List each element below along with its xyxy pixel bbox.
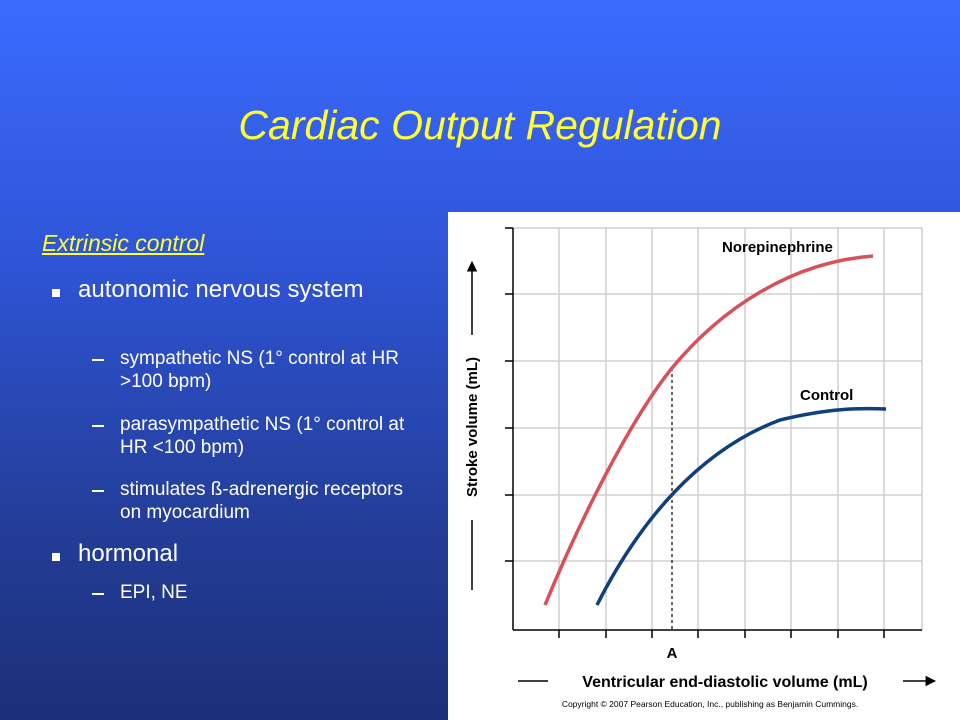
axes — [505, 227, 922, 638]
dash — [92, 359, 104, 361]
curve-label: Control — [800, 387, 853, 404]
y-axis-label: Stroke volume (mL) — [464, 357, 481, 497]
credit: Copyright © 2007 Pearson Education, Inc.… — [562, 699, 858, 709]
dash — [92, 490, 104, 492]
bullet — [52, 553, 60, 561]
sub-item: stimulates ß-adrenergic receptors on myo… — [120, 479, 403, 523]
list-item: autonomic nervous system — [78, 276, 364, 303]
bullet — [52, 289, 60, 297]
curve — [543, 254, 874, 606]
slide-title: Cardiac Output Regulation — [238, 102, 722, 148]
x-axis-label: Ventricular end-diastolic volume (mL) — [582, 674, 867, 691]
dash — [92, 593, 104, 595]
sub-item: parasympathetic NS (1° control at HR <10… — [120, 414, 405, 458]
dash — [92, 425, 104, 427]
curve-label: Norepinephrine — [722, 239, 833, 256]
section-heading: Extrinsic control — [42, 230, 205, 256]
sub-item: sympathetic NS (1° control at HR >100 bp… — [120, 348, 399, 392]
sub-item: EPI, NE — [120, 582, 188, 603]
marker-label: A — [667, 645, 678, 662]
list-item: hormonal — [78, 540, 179, 567]
grid — [513, 227, 923, 630]
curve — [595, 406, 887, 606]
